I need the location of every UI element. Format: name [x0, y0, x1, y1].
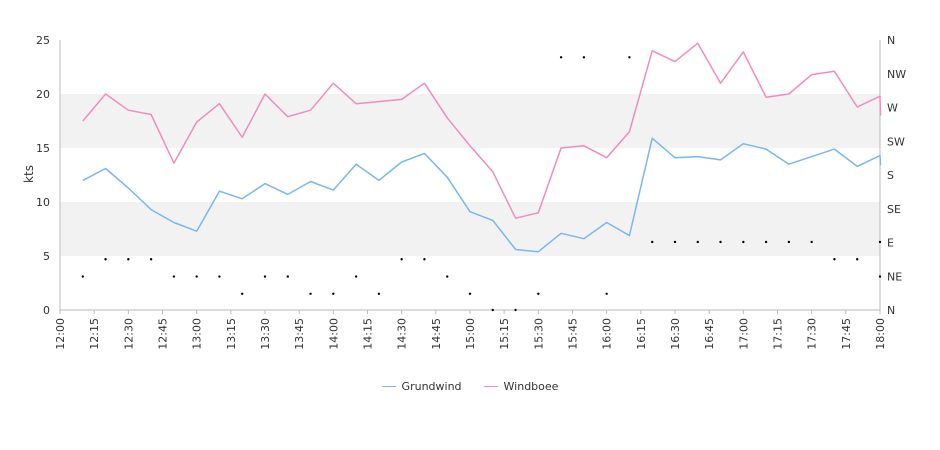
grid-band-1	[60, 94, 880, 148]
x-tick-label: 15:15	[498, 318, 511, 350]
x-tick-label: 15:30	[532, 318, 545, 350]
direction-dot	[195, 275, 198, 278]
direction-tick-label: N	[887, 304, 895, 317]
x-tick-label: 12:45	[157, 318, 170, 350]
legend-label-windboee: Windboee	[503, 380, 559, 393]
x-tick-label: 17:30	[806, 318, 819, 350]
x-tick-label: 16:00	[601, 318, 614, 350]
direction-dot	[696, 240, 699, 244]
direction-dot	[764, 240, 768, 244]
direction-dot	[878, 240, 882, 244]
x-tick-label: 14:00	[327, 318, 340, 350]
direction-dot	[514, 308, 517, 312]
direction-dot	[856, 258, 859, 261]
grid-bands	[60, 94, 880, 256]
x-tick-label: 14:15	[362, 318, 375, 350]
direction-dot	[309, 292, 312, 295]
x-axis-ticks: 12:00 12:15 12:30 12:45 13:00 13:15 13:30 13:45…	[54, 310, 887, 350]
direction-dot	[810, 240, 813, 244]
direction-tick-label: NW	[887, 68, 906, 81]
x-tick-label: 13:45	[293, 318, 306, 350]
x-tick-label: 12:00	[54, 318, 67, 350]
direction-dot	[491, 308, 494, 312]
x-tick-label: 12:15	[88, 318, 101, 350]
x-tick-label: 13:30	[259, 318, 272, 350]
direction-dot	[286, 275, 289, 278]
series-line-grundwind	[82, 137, 882, 253]
legend-swatch-windboee	[483, 386, 498, 387]
direction-dot	[127, 258, 130, 261]
direction-dot	[878, 275, 882, 278]
direction-tick-label: S	[887, 169, 894, 182]
y-tick-label: 0	[43, 304, 50, 317]
direction-dot	[172, 275, 176, 278]
direction-dot	[149, 258, 153, 261]
direction-tick-label: E	[887, 237, 894, 250]
direction-tick-label: NE	[887, 270, 902, 283]
direction-dot	[628, 56, 631, 59]
direction-dot	[673, 240, 677, 244]
x-tick-label: 15:45	[567, 318, 580, 350]
x-tick-label: 16:30	[669, 318, 682, 350]
x-tick-label: 17:15	[772, 318, 785, 350]
y-tick-label: 5	[43, 250, 50, 263]
direction-dot	[354, 275, 358, 278]
x-tick-label: 13:15	[225, 318, 238, 350]
legend-swatch-grundwind	[381, 386, 396, 387]
direction-dot	[468, 292, 472, 295]
direction-dots	[81, 56, 882, 312]
direction-dot	[218, 275, 221, 278]
legend-label-grundwind: Grundwind	[401, 380, 462, 393]
direction-tick-label: SW	[887, 135, 905, 148]
direction-dot	[605, 292, 608, 295]
x-tick-label: 18:00	[874, 318, 887, 350]
direction-dot	[332, 292, 335, 295]
x-tick-label: 17:45	[840, 318, 853, 350]
x-tick-label: 14:45	[430, 318, 443, 350]
direction-dot	[582, 56, 586, 59]
series-line-windboee	[82, 42, 882, 219]
y-tick-label: 20	[36, 88, 50, 101]
x-tick-label: 12:30	[122, 318, 135, 350]
y-axis-ticks: 0 5 10 15 20 25	[36, 34, 50, 317]
y-tick-label: 10	[36, 196, 50, 209]
direction-dot	[377, 292, 381, 295]
direction-tick-label: SE	[887, 203, 901, 216]
y-tick-label: 15	[36, 142, 50, 155]
grid-band-0	[60, 202, 880, 256]
direction-dot	[787, 240, 791, 244]
legend-item-windboee[interactable]: Windboee	[483, 380, 559, 393]
x-tick-label: 16:15	[635, 318, 648, 350]
direction-dot	[104, 258, 107, 261]
chart-legend: Grundwind Windboee	[0, 380, 940, 393]
direction-dot	[537, 292, 540, 295]
series-lines	[82, 42, 882, 253]
direction-tick-label: W	[887, 102, 898, 115]
direction-dot	[81, 275, 84, 278]
direction-dot	[263, 275, 267, 278]
direction-dot	[400, 258, 403, 261]
direction-dot	[719, 240, 722, 244]
direction-axis-ticks: N NE E SE S SW W NW N	[887, 34, 906, 317]
direction-tick-label: N	[887, 34, 895, 47]
x-tick-label: 13:00	[191, 318, 204, 350]
legend-item-grundwind[interactable]: Grundwind	[381, 380, 462, 393]
direction-dot	[423, 258, 426, 261]
x-tick-label: 17:00	[737, 318, 750, 350]
y-axis-label: kts	[22, 165, 36, 183]
direction-dot	[446, 275, 449, 278]
direction-dot	[559, 56, 563, 59]
x-tick-label: 15:00	[464, 318, 477, 350]
direction-dot	[833, 258, 836, 261]
direction-dot	[742, 240, 745, 244]
direction-dot	[651, 240, 654, 244]
x-tick-label: 14:30	[396, 318, 409, 350]
direction-dot	[241, 292, 244, 295]
x-tick-label: 16:45	[703, 318, 716, 350]
y-tick-label: 25	[36, 34, 50, 47]
